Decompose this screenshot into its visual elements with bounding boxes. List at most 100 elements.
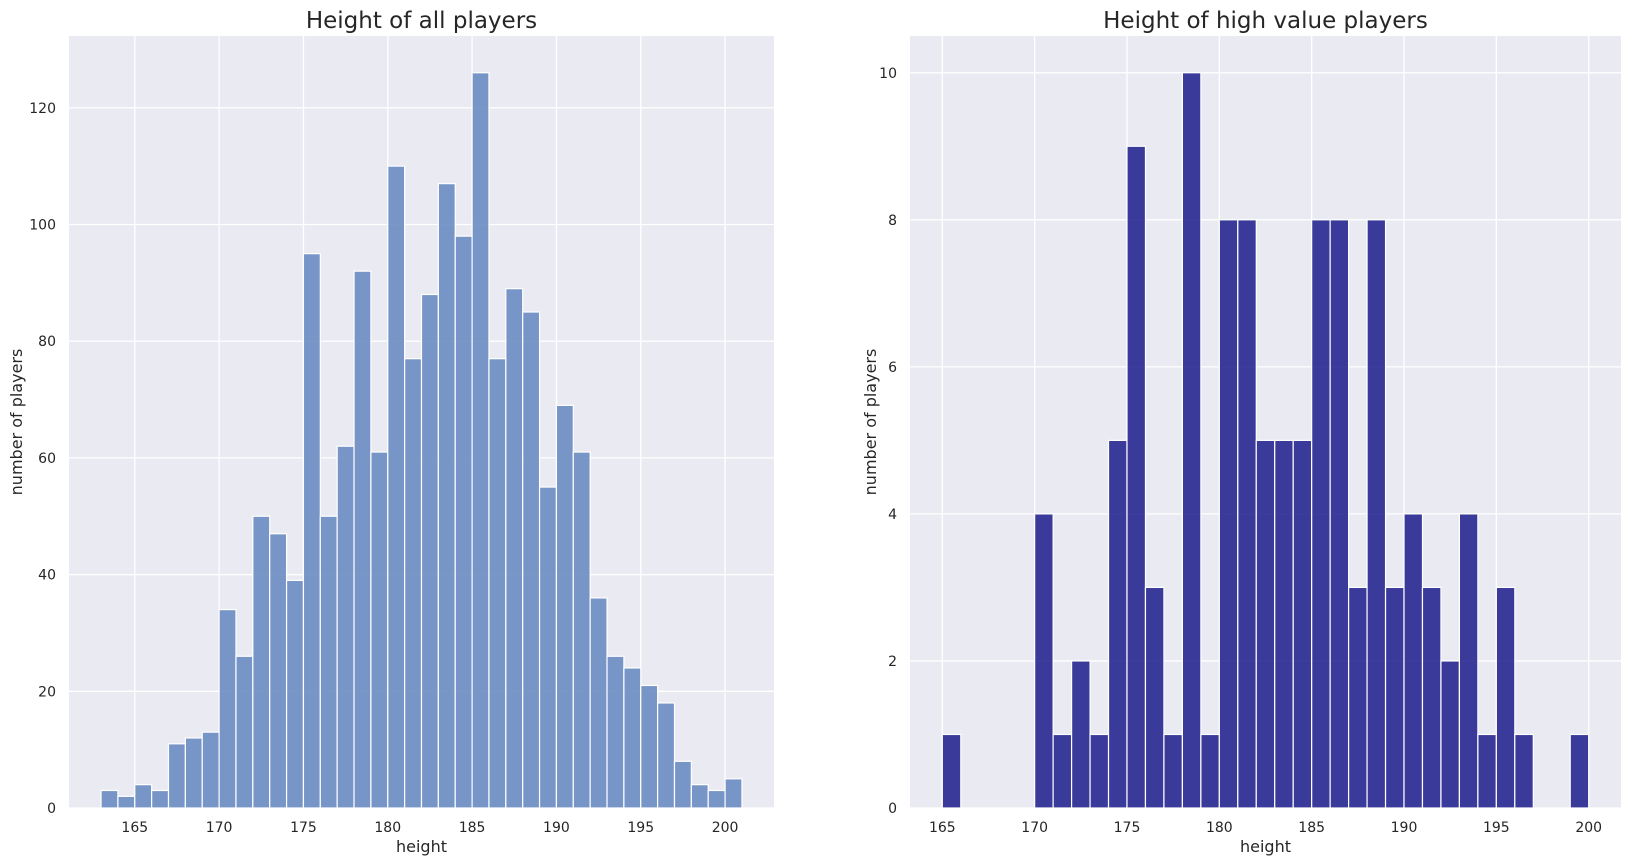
histogram-bar [1126, 145, 1147, 809]
histogram-bar [1255, 439, 1276, 809]
histogram-bar [1366, 219, 1387, 809]
histogram-bar [555, 404, 574, 809]
x-axis-label: height [1240, 837, 1291, 856]
histogram-bar [1052, 733, 1073, 809]
y-tick-label: 4 [888, 507, 897, 523]
x-tick-label: 200 [1575, 820, 1602, 836]
y-tick-labels: 0 20 40 60 80 100 120 [29, 101, 56, 817]
x-tick-label: 185 [1298, 820, 1325, 836]
histogram-bar [1144, 586, 1165, 809]
x-tick-label: 175 [290, 820, 317, 836]
histogram-bar [387, 165, 406, 809]
histogram-bar [1274, 439, 1294, 809]
x-tick-label: 195 [627, 820, 654, 836]
histogram-bar [1200, 733, 1220, 809]
histogram-bar [1070, 660, 1091, 809]
histogram-bar [1458, 513, 1479, 809]
histogram-bar [1477, 733, 1497, 809]
x-axis-label: height [396, 837, 447, 856]
y-tick-label: 2 [888, 654, 897, 670]
histogram-bar [589, 597, 608, 809]
histogram-bar [471, 72, 490, 809]
x-tick-label: 180 [374, 820, 401, 836]
histogram-bar [1237, 219, 1257, 809]
histogram-bar [336, 445, 355, 809]
histogram-bar [1311, 219, 1331, 809]
y-tick-label: 20 [38, 684, 56, 700]
histogram-bar [353, 270, 372, 809]
y-axis-label: number of players [861, 349, 880, 496]
histogram-bar [437, 183, 456, 809]
histogram-bar [1440, 660, 1461, 809]
histogram-bar [285, 579, 305, 809]
chart-title: Height of all players [306, 8, 537, 34]
histogram-high-value-players: 165 170 175 180 185 190 195 200 0 2 4 6 8 10 Height … [861, 8, 1621, 856]
histogram-all-players: 165 170 175 180 185 190 195 200 0 20 40 60 80 100 120… [7, 8, 774, 856]
histogram-bar [201, 731, 220, 809]
histogram-bar [184, 737, 203, 809]
histogram-bar [454, 235, 473, 809]
y-tick-label: 10 [879, 66, 897, 82]
histogram-bar [117, 795, 136, 809]
histogram-bar [690, 784, 709, 809]
chart-title: Height of high value players [1103, 8, 1428, 34]
histogram-bar [319, 515, 338, 809]
y-tick-label: 80 [38, 334, 56, 350]
histogram-bar [572, 451, 591, 809]
y-tick-label: 100 [29, 217, 56, 233]
y-tick-label: 60 [38, 451, 56, 467]
histogram-bar [218, 609, 237, 809]
y-tick-label: 8 [888, 213, 897, 229]
histogram-bar [1514, 733, 1534, 809]
x-tick-label: 195 [1483, 820, 1510, 836]
histogram-bar [522, 311, 541, 809]
x-tick-label: 200 [712, 820, 739, 836]
bars [100, 72, 743, 809]
histogram-bar [420, 293, 439, 809]
histogram-bar [606, 655, 625, 809]
histogram-bar [1495, 586, 1516, 809]
histogram-bar [623, 667, 642, 809]
histogram-bar [235, 655, 254, 809]
y-tick-label: 6 [888, 360, 897, 376]
histogram-bar [1181, 72, 1202, 809]
y-tick-label: 0 [47, 801, 56, 817]
histogram-bar [488, 358, 507, 809]
histogram-bar [1218, 219, 1239, 809]
histogram-bar [302, 253, 321, 809]
y-tick-label: 0 [888, 801, 897, 817]
histogram-bar [134, 784, 153, 809]
histogram-bar [252, 515, 271, 809]
y-tick-labels: 0 2 4 6 8 10 [879, 66, 897, 817]
x-tick-label: 190 [543, 820, 570, 836]
x-tick-label: 190 [1391, 820, 1418, 836]
x-tick-label: 165 [929, 820, 956, 836]
histogram-bar [673, 760, 692, 809]
histogram-bar [1348, 586, 1368, 809]
histogram-bar [1163, 733, 1183, 809]
histogram-bar [1107, 439, 1128, 809]
histogram-bar [724, 778, 743, 809]
histogram-bar [707, 789, 726, 809]
y-axis-label: number of players [7, 349, 26, 496]
x-tick-labels: 165 170 175 180 185 190 195 200 [121, 820, 738, 836]
histogram-bar [404, 358, 423, 809]
x-tick-label: 185 [459, 820, 486, 836]
y-tick-label: 120 [29, 101, 56, 117]
x-tick-label: 175 [1114, 820, 1141, 836]
x-tick-label: 165 [121, 820, 148, 836]
x-tick-labels: 165 170 175 180 185 190 195 200 [929, 820, 1602, 836]
histogram-bar [269, 533, 288, 809]
histogram-bar [941, 733, 962, 809]
histogram-bar [1403, 513, 1424, 809]
x-tick-label: 170 [1021, 820, 1048, 836]
histogram-bar [1034, 513, 1054, 809]
histogram-bar [1329, 219, 1350, 809]
histogram-bar [100, 789, 119, 809]
bars [941, 72, 1590, 809]
histogram-bar [538, 486, 558, 809]
histogram-bar [1384, 586, 1405, 809]
x-tick-label: 180 [1206, 820, 1233, 836]
histogram-bar [657, 702, 676, 809]
